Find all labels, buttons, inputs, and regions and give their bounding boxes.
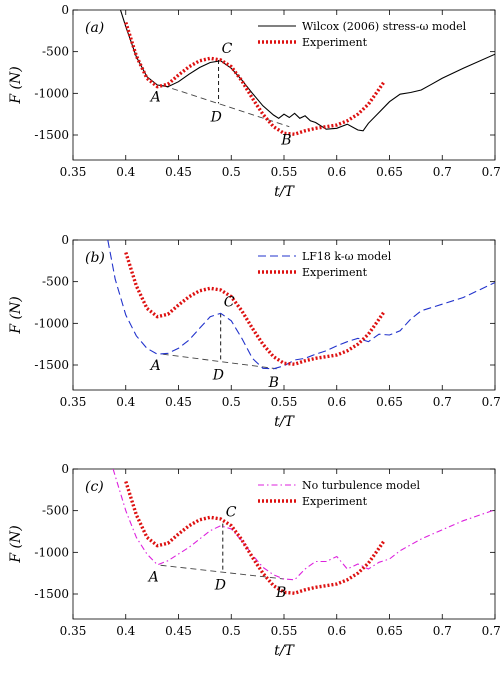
x-tick-label: 0.7 [433,165,452,179]
y-axis-label: F (N) [8,525,24,563]
point-label-D: D [212,368,224,384]
series-line-1 [119,10,495,132]
x-axis-label: t/T [274,184,295,200]
y-tick-label: -1500 [34,358,69,372]
y-tick-label: -500 [42,275,69,289]
x-tick-label: 0.6 [327,624,346,638]
point-label-A: A [149,358,161,374]
legend-label-2: Experiment [302,266,368,279]
legend-label-1: LF18 k-ω model [302,250,392,263]
chart-panel-3: 0.35 0.4 0.45 0.5 0.55 0.6 0.65 0.7 0.75 0 -500 -10… [8,462,501,659]
panel-label: (a) [85,20,104,36]
x-tick-label: 0.6 [327,165,346,179]
baseline-ab [162,84,290,128]
y-tick-label: 0 [61,233,69,247]
y-tick-label: 0 [61,3,69,17]
y-tick-label: -1000 [34,316,69,330]
x-tick-label: 0.65 [376,624,403,638]
x-tick-label: 0.55 [271,624,298,638]
panel-label: (c) [85,479,104,495]
baseline-ab [160,564,285,580]
chart-panel-2: 0.35 0.4 0.45 0.5 0.55 0.6 0.65 0.7 0.75 0 -500 -10… [8,233,501,430]
chart-panel-1: 0.35 0.4 0.45 0.5 0.55 0.6 0.65 0.7 0.75 0 -500 -10… [8,3,501,200]
x-tick-label: 0.5 [222,165,241,179]
legend-label-1: Wilcox (2006) stress-ω model [302,20,467,33]
x-tick-label: 0.65 [376,165,403,179]
legend-label-1: No turbulence model [302,479,421,492]
point-label-B: B [275,585,286,601]
x-tick-label: 0.45 [165,624,192,638]
y-axis-label: F (N) [8,296,24,334]
x-tick-label: 0.65 [376,395,403,409]
y-tick-label: -1500 [34,128,69,142]
y-tick-label: -1000 [34,545,69,559]
x-axis-label: t/T [274,643,295,659]
x-tick-label: 0.5 [222,395,241,409]
x-tick-label: 0.4 [116,395,135,409]
point-label-D: D [214,578,226,594]
x-tick-label: 0.7 [433,624,452,638]
y-tick-label: 0 [61,462,69,476]
point-label-D: D [210,109,222,125]
x-tick-label: 0.4 [116,165,135,179]
x-tick-label: 0.35 [60,395,87,409]
series-line-2 [124,480,386,595]
x-axis-label: t/T [274,414,295,430]
x-tick-label: 0.35 [60,165,87,179]
x-tick-label: 0.55 [271,165,298,179]
series-line-1 [107,240,495,370]
plot-frame [72,239,496,391]
panel-label: (b) [85,250,105,266]
point-label-C: C [226,505,237,521]
point-label-B: B [268,375,279,391]
x-tick-label: 0.5 [222,624,241,638]
series-line-2 [124,251,386,366]
x-tick-label: 0.6 [327,395,346,409]
y-tick-label: -500 [42,45,69,59]
y-axis-label: F (N) [8,66,24,104]
x-tick-label: 0.75 [482,165,501,179]
x-tick-label: 0.45 [165,165,192,179]
x-tick-label: 0.75 [482,395,501,409]
x-tick-label: 0.45 [165,395,192,409]
series-group [107,240,495,370]
legend-label-2: Experiment [302,36,368,49]
x-tick-label: 0.4 [116,624,135,638]
x-tick-label: 0.55 [271,395,298,409]
point-label-C: C [222,41,233,57]
series-group [119,10,495,136]
series-line-1 [112,469,495,581]
series-line-2 [124,21,386,136]
x-tick-label: 0.7 [433,395,452,409]
point-label-B: B [280,133,291,149]
baseline-ab [162,353,277,370]
y-tick-label: -1000 [34,86,69,100]
series-group [112,469,495,595]
legend-label-2: Experiment [302,495,368,508]
point-label-C: C [224,294,235,310]
point-label-A: A [147,569,159,585]
point-label-A: A [149,89,161,105]
x-tick-label: 0.75 [482,624,501,638]
y-tick-label: -500 [42,504,69,518]
y-tick-label: -1500 [34,587,69,601]
x-tick-label: 0.35 [60,624,87,638]
